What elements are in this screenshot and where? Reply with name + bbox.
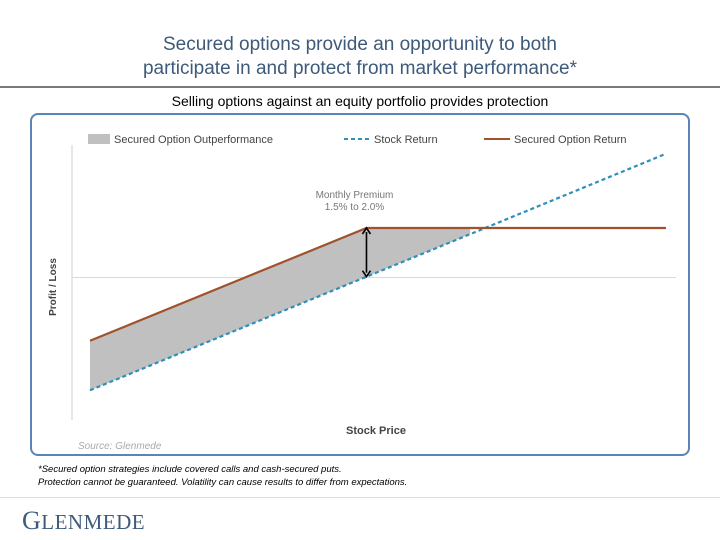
logo-initial: G [22, 506, 42, 535]
title-divider [0, 86, 720, 88]
premium-arrow-head-top [361, 226, 372, 235]
annotation-line-2: 1.5% to 2.0% [325, 202, 385, 213]
logo-rest: LENMEDE [41, 510, 146, 534]
y-axis-label: Profit / Loss [48, 258, 59, 316]
x-axis-label: Stock Price [346, 425, 406, 437]
title-line-2: participate in and protect from market p… [142, 58, 578, 79]
premium-arrow-head-bottom [361, 270, 372, 279]
footnote: *Secured option strategies include cover… [38, 463, 407, 489]
source-label: Source: Glenmede [78, 441, 162, 452]
outperformance-area [90, 228, 471, 391]
footer-divider [0, 497, 720, 498]
chart-frame: Monthly Premium 1.5% to 2.0% Secured Optio… [30, 113, 690, 456]
glenmede-logo: GLENMEDE [22, 506, 145, 536]
slide-title: Secured options provide an opportunity t… [0, 33, 720, 81]
slide-subtitle: Selling options against an equity portfo… [171, 93, 549, 109]
stock-return-line [89, 152, 667, 392]
title-line-1: Secured options provide an opportunity t… [163, 34, 557, 55]
footnote-line-2: Protection cannot be guaranteed. Volatil… [38, 477, 408, 488]
footnote-line-1: *Secured option strategies include cover… [38, 464, 342, 475]
legend-label-outperformance: Secured Option Outperformance [114, 134, 273, 146]
annotation-line-1: Monthly Premium [316, 190, 394, 201]
legend-label-stock-return: Stock Return [374, 134, 438, 146]
legend-swatch-outperformance [88, 134, 110, 144]
legend-label-secured-option: Secured Option Return [514, 134, 627, 146]
